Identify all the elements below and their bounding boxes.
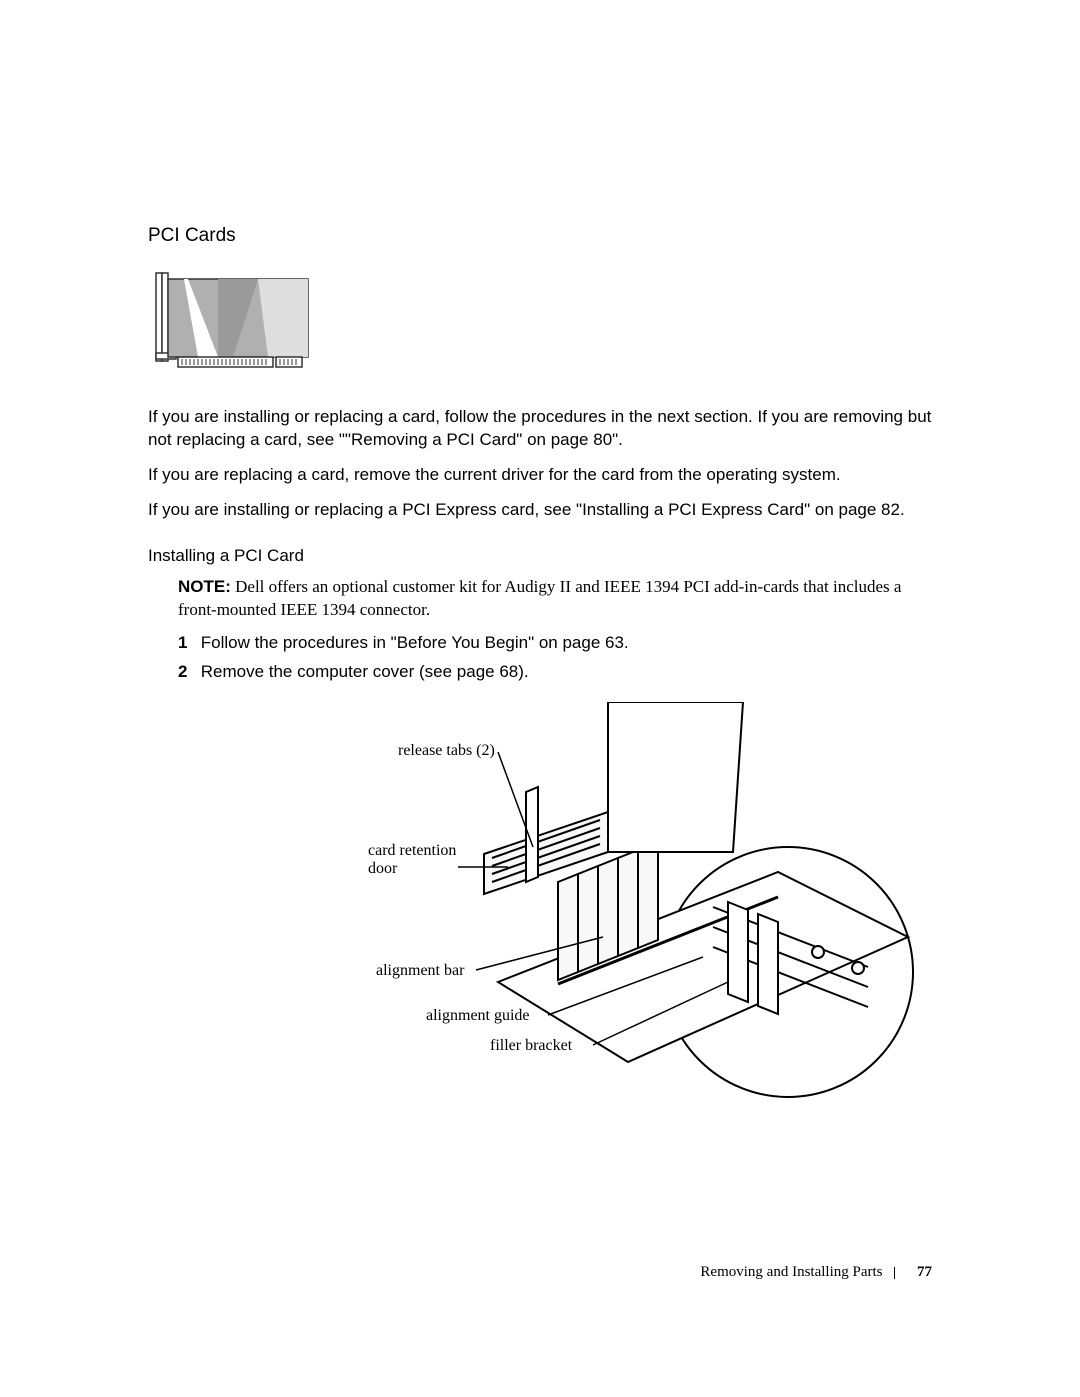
install-diagram-svg [258,702,958,1122]
section-title: PCI Cards [148,225,932,247]
paragraph-1: If you are installing or replacing a car… [148,406,932,452]
pci-card-thumb-figure [148,271,323,371]
page-footer: Removing and Installing Parts 77 [700,1264,932,1281]
footer-separator [894,1267,895,1279]
paragraph-2: If you are replacing a card, remove the … [148,464,932,487]
callout-text: card retention door [368,842,478,878]
footer-section: Removing and Installing Parts [700,1264,882,1280]
subsection-title: Installing a PCI Card [148,546,932,566]
step-2: 2 Remove the computer cover (see page 68… [178,661,932,684]
page-root: PCI Cards If you ar [0,0,1080,1397]
step-number: 1 [178,632,196,655]
callout-alignment-bar: alignment bar [376,962,464,980]
install-diagram: release tabs (2) card retention door ali… [258,702,958,1122]
note-block: NOTE: Dell offers an optional customer k… [178,576,932,622]
step-text: Follow the procedures in "Before You Beg… [201,633,629,652]
note-text: Dell offers an optional customer kit for… [178,577,901,619]
note-label: NOTE: [178,577,231,596]
callout-card-retention-door: card retention door [368,842,478,878]
step-number: 2 [178,661,196,684]
callout-filler-bracket: filler bracket [490,1037,572,1055]
callout-alignment-guide: alignment guide [426,1007,530,1025]
paragraph-3: If you are installing or replacing a PCI… [148,499,932,522]
step-1: 1 Follow the procedures in "Before You B… [178,632,932,655]
callout-release-tabs: release tabs (2) [398,742,495,760]
step-text: Remove the computer cover (see page 68). [201,662,529,681]
footer-page-number: 77 [917,1264,932,1280]
